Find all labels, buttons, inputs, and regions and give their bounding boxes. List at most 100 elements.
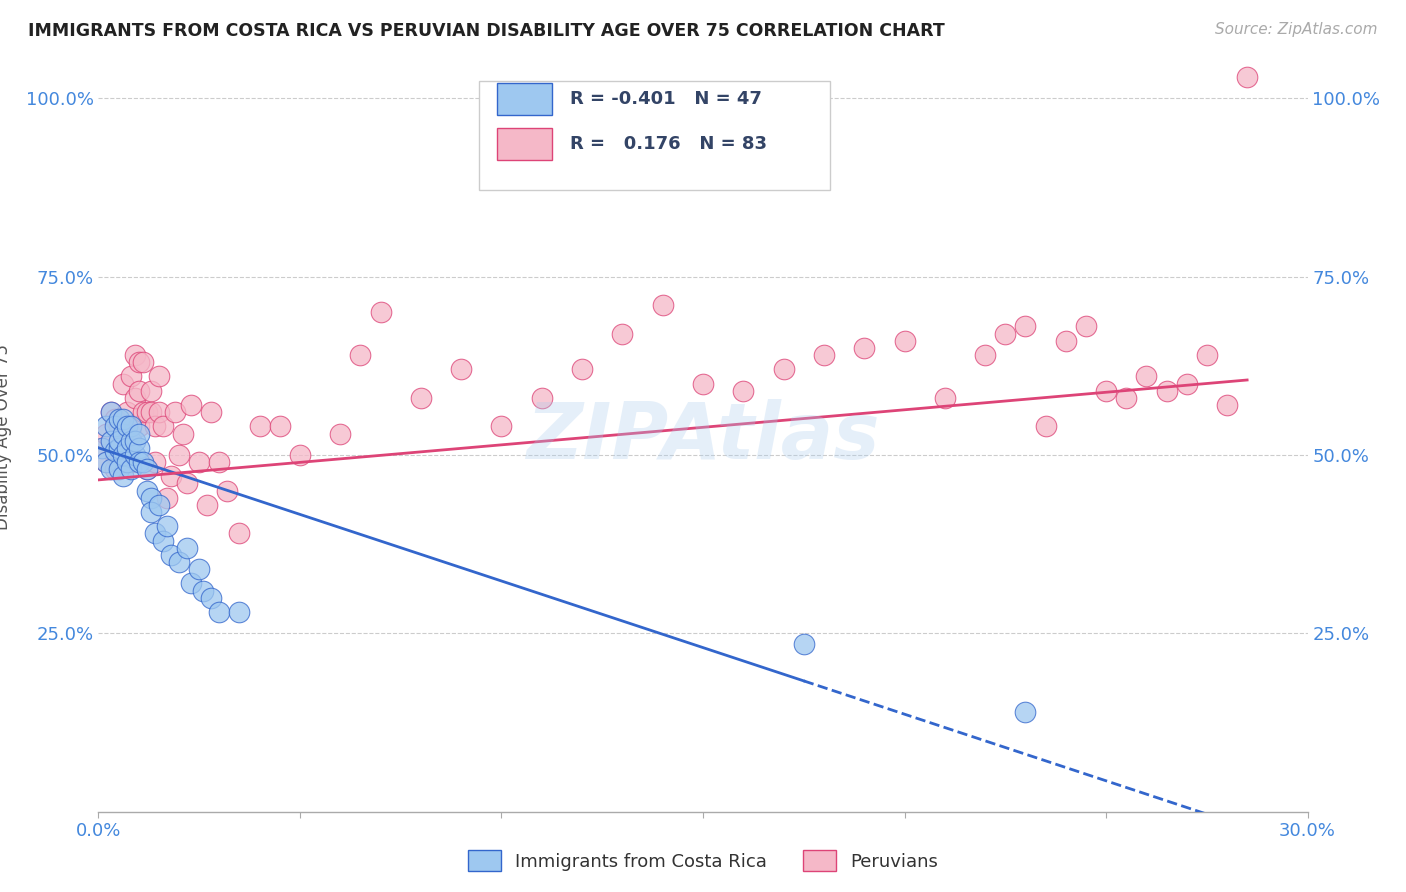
Point xyxy=(128,441,150,455)
Point xyxy=(100,462,122,476)
Point xyxy=(143,526,166,541)
Point xyxy=(160,469,183,483)
Point xyxy=(1054,334,1077,348)
Point xyxy=(176,476,198,491)
Point xyxy=(103,444,125,458)
Point xyxy=(450,362,472,376)
Point xyxy=(249,419,271,434)
Point xyxy=(188,455,211,469)
Point xyxy=(208,605,231,619)
Point xyxy=(143,419,166,434)
Point xyxy=(228,526,250,541)
Point xyxy=(103,462,125,476)
Point xyxy=(1195,348,1218,362)
Point xyxy=(139,491,162,505)
Point xyxy=(107,441,129,455)
Point xyxy=(100,434,122,448)
Point xyxy=(288,448,311,462)
Point xyxy=(208,455,231,469)
Point xyxy=(1035,419,1057,434)
Point xyxy=(893,334,915,348)
Point xyxy=(1135,369,1157,384)
Point xyxy=(115,441,138,455)
Point xyxy=(135,483,157,498)
Point xyxy=(1216,398,1239,412)
Point xyxy=(180,576,202,591)
Point xyxy=(115,419,138,434)
Point xyxy=(107,462,129,476)
Point xyxy=(111,426,134,441)
Point xyxy=(139,384,162,398)
Point xyxy=(120,462,142,476)
Point xyxy=(91,441,114,455)
Point xyxy=(96,455,118,469)
FancyBboxPatch shape xyxy=(498,128,551,160)
Text: Source: ZipAtlas.com: Source: ZipAtlas.com xyxy=(1215,22,1378,37)
Point xyxy=(188,562,211,576)
Point xyxy=(160,548,183,562)
Point xyxy=(128,355,150,369)
Point xyxy=(148,498,170,512)
Point xyxy=(193,583,215,598)
Text: ZIPAtlas: ZIPAtlas xyxy=(526,399,880,475)
Point xyxy=(128,426,150,441)
Point xyxy=(135,462,157,476)
Point xyxy=(100,434,122,448)
Point xyxy=(1014,705,1036,719)
Point xyxy=(107,419,129,434)
Point xyxy=(128,419,150,434)
Point xyxy=(132,405,155,419)
Point xyxy=(772,362,794,376)
Point xyxy=(120,426,142,441)
Point xyxy=(176,541,198,555)
Point xyxy=(111,469,134,483)
Point xyxy=(349,348,371,362)
Y-axis label: Disability Age Over 75: Disability Age Over 75 xyxy=(0,344,11,530)
Point xyxy=(409,391,432,405)
Point xyxy=(111,448,134,462)
Point xyxy=(107,412,129,426)
Point xyxy=(128,455,150,469)
Point xyxy=(329,426,352,441)
Point xyxy=(934,391,956,405)
Point xyxy=(139,505,162,519)
Point xyxy=(148,405,170,419)
Point xyxy=(120,369,142,384)
Point xyxy=(1095,384,1118,398)
Point xyxy=(100,405,122,419)
Point xyxy=(269,419,291,434)
Point xyxy=(124,391,146,405)
Point xyxy=(148,369,170,384)
Point xyxy=(124,448,146,462)
Point xyxy=(370,305,392,319)
Point xyxy=(139,405,162,419)
Point xyxy=(156,519,179,533)
Point xyxy=(107,441,129,455)
Point xyxy=(103,419,125,434)
Point xyxy=(167,555,190,569)
Legend: Immigrants from Costa Rica, Peruvians: Immigrants from Costa Rica, Peruvians xyxy=(461,843,945,879)
Point xyxy=(100,405,122,419)
Point xyxy=(612,326,634,341)
Point xyxy=(1236,70,1258,84)
Text: R = -0.401   N = 47: R = -0.401 N = 47 xyxy=(569,90,762,108)
Point xyxy=(103,448,125,462)
Point xyxy=(152,419,174,434)
Point xyxy=(111,448,134,462)
Point xyxy=(115,455,138,469)
FancyBboxPatch shape xyxy=(479,81,830,190)
Point xyxy=(491,419,513,434)
Point xyxy=(692,376,714,391)
Point xyxy=(120,419,142,434)
Point xyxy=(107,455,129,469)
Point xyxy=(96,455,118,469)
Point xyxy=(530,391,553,405)
Point xyxy=(733,384,755,398)
Point xyxy=(1074,319,1097,334)
Point xyxy=(974,348,997,362)
Point xyxy=(91,441,114,455)
Point xyxy=(200,591,222,605)
Point xyxy=(1014,319,1036,334)
Point xyxy=(132,455,155,469)
Point xyxy=(128,384,150,398)
